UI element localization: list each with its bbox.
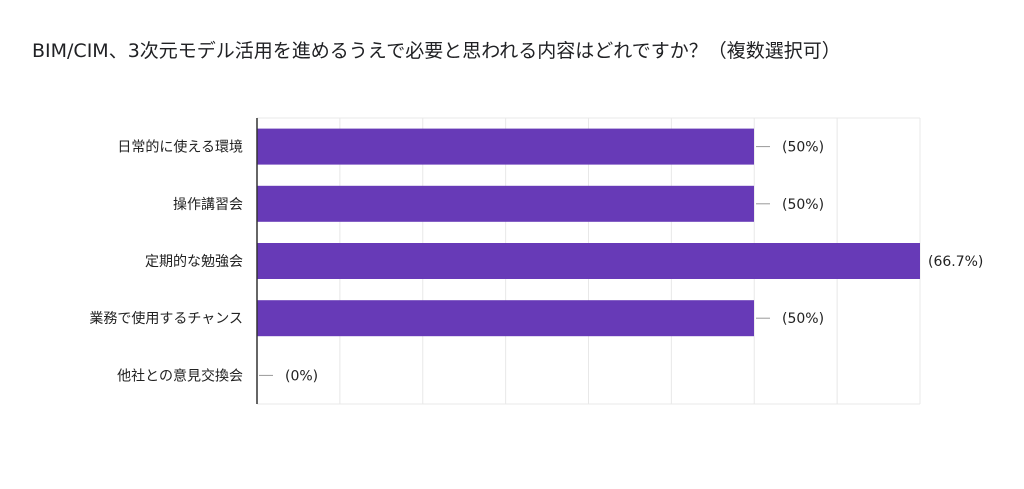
bar[interactable]: [257, 243, 920, 279]
value-label: (50%): [782, 311, 824, 327]
chart-title: BIM/CIM、3次元モデル活用を進めるうえで必要と思われる内容はどれですか？（…: [32, 40, 841, 62]
category-label: 操作講習会: [173, 197, 243, 213]
category-label: 他社との意見交換会: [117, 367, 243, 384]
category-label: 日常的に使える環境: [117, 139, 243, 156]
bar[interactable]: [257, 300, 755, 337]
value-label: (0%): [285, 368, 318, 384]
category-label: 業務で使用するチャンス: [89, 310, 243, 327]
value-label: (66.7%): [928, 254, 983, 270]
bar[interactable]: [257, 185, 755, 222]
value-label: (50%): [782, 197, 824, 213]
value-label: (50%): [782, 140, 824, 156]
bar[interactable]: [257, 128, 755, 165]
bars: [256, 118, 920, 404]
labels: 日常的に使える環境 (50%) 操作講習会 (50%) 定期的な勉強会 (66.7%) 業務…: [89, 139, 983, 385]
category-label: 定期的な勉強会: [145, 254, 243, 270]
